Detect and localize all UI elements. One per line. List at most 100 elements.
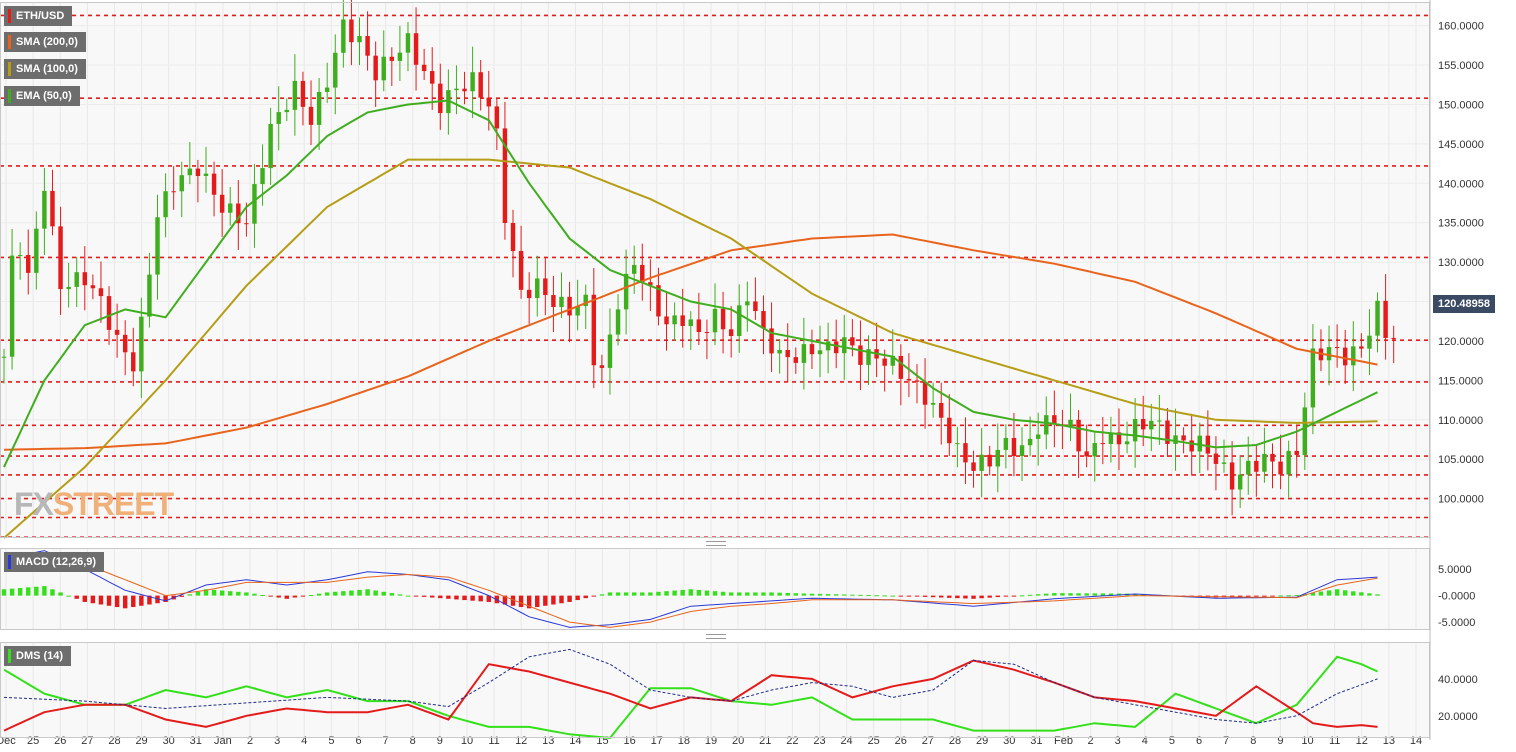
macd-histogram-bar xyxy=(308,594,314,596)
candle-body xyxy=(809,344,815,355)
x-tick-label: 23 xyxy=(813,735,825,747)
candle-body xyxy=(963,443,968,463)
macd-histogram-bar xyxy=(559,595,564,604)
macd-histogram-bar xyxy=(575,595,580,601)
candle-body xyxy=(131,352,136,372)
candle-body xyxy=(1262,453,1267,472)
candle-body xyxy=(1068,419,1073,427)
macd-histogram-bar xyxy=(688,589,693,596)
candle-body xyxy=(1326,347,1332,361)
macd-histogram-bar xyxy=(66,595,71,597)
macd-histogram-bar xyxy=(179,595,184,597)
candle-body xyxy=(42,190,47,229)
candle-body xyxy=(155,217,160,275)
x-tick-label: 31 xyxy=(190,735,202,747)
macd-histogram-bar xyxy=(333,591,338,596)
candle-body xyxy=(615,309,621,335)
legend-sma200[interactable]: SMA (200,0) xyxy=(4,32,86,52)
x-tick-label: 22 xyxy=(786,735,798,747)
legend-ema50-swatch xyxy=(8,89,11,103)
x-tick-label: 5 xyxy=(328,735,334,747)
candle-body xyxy=(825,341,831,351)
macd-histogram-bar xyxy=(1367,593,1372,596)
candle-body xyxy=(1019,445,1025,457)
candle-body xyxy=(413,33,419,65)
x-tick-label: 3 xyxy=(274,735,280,747)
macd-histogram-bar xyxy=(769,592,774,596)
legend-dms[interactable]: DMS (14) xyxy=(4,646,72,666)
macd-histogram-bar xyxy=(1076,593,1081,596)
dms-y-tick-label: 40.0000 xyxy=(1438,674,1478,686)
macd-histogram-bar xyxy=(1068,593,1073,596)
macd-histogram-bar xyxy=(1351,591,1356,596)
candle-body xyxy=(833,341,839,354)
candle-body xyxy=(373,55,378,81)
candle-body xyxy=(947,417,952,444)
macd-histogram-bar xyxy=(882,595,887,597)
candle-body xyxy=(543,278,548,296)
macd-histogram-bar xyxy=(599,594,605,596)
macd-histogram-bar xyxy=(583,595,588,599)
macd-histogram-bar xyxy=(292,595,298,598)
candle-body xyxy=(1367,335,1372,349)
candle-body xyxy=(680,315,685,326)
x-tick-label: 4 xyxy=(301,735,307,747)
macd-histogram-bar xyxy=(98,595,104,605)
candle-body xyxy=(866,349,871,365)
sma200-line xyxy=(3,233,1378,451)
candle-body xyxy=(591,294,597,366)
x-tick-label: 19 xyxy=(705,735,717,747)
candle-body xyxy=(58,226,63,290)
legend-sma200-label: SMA (200,0) xyxy=(16,36,78,48)
candle-body xyxy=(753,301,758,312)
x-tick-label: 27 xyxy=(81,735,93,747)
pane-resize-handle-1[interactable] xyxy=(706,541,726,546)
candle-body xyxy=(599,365,605,368)
macd-histogram-bar xyxy=(228,591,233,596)
macd-histogram-bar xyxy=(1318,591,1324,596)
x-tick-label: 14 xyxy=(1410,735,1422,747)
macd-histogram-bar xyxy=(139,595,144,606)
macd-histogram-bar xyxy=(777,592,782,596)
macd-histogram-bar xyxy=(324,592,330,596)
candle-body xyxy=(236,203,241,224)
candle-body xyxy=(244,223,249,225)
macd-histogram-bar xyxy=(785,592,790,596)
legend-macd-swatch xyxy=(8,555,11,569)
macd-histogram-bar xyxy=(1294,594,1299,596)
candle-body xyxy=(1286,450,1291,475)
pane-resize-handle-2[interactable] xyxy=(706,634,726,639)
dms-plus-di-line xyxy=(3,655,1378,740)
candle-body xyxy=(1044,415,1049,435)
candle-body xyxy=(922,381,928,405)
macd-histogram-bar xyxy=(648,592,653,596)
macd-histogram-bar xyxy=(470,595,475,601)
macd-histogram-bar xyxy=(462,595,467,601)
macd-histogram-bar xyxy=(1027,594,1033,596)
macd-histogram-bar xyxy=(898,595,904,597)
x-tick-label: 2 xyxy=(1088,735,1094,747)
legend-symbol[interactable]: ETH/USD xyxy=(4,6,73,26)
macd-histogram-bar xyxy=(1310,592,1316,596)
candle-body xyxy=(850,337,855,346)
legend-macd[interactable]: MACD (12,26,9) xyxy=(4,552,105,572)
legend-symbol-swatch xyxy=(8,9,11,23)
legend-ema50[interactable]: EMA (50,0) xyxy=(4,86,80,106)
candle-body xyxy=(276,112,281,124)
macd-histogram-bar xyxy=(365,589,370,596)
price-y-tick-label: 100.0000 xyxy=(1438,494,1484,506)
macd-histogram-bar xyxy=(389,593,395,596)
fxstreet-logo: FXSTREET xyxy=(14,486,174,523)
macd-histogram-bar xyxy=(809,593,815,596)
candle-body xyxy=(1124,441,1130,445)
macd-histogram-bar xyxy=(526,595,532,609)
macd-histogram-bar xyxy=(890,595,895,597)
macd-histogram-bar xyxy=(1132,593,1138,596)
macd-signal-line xyxy=(3,558,1378,628)
candle-body xyxy=(882,358,887,366)
macd-histogram-bar xyxy=(825,594,831,596)
legend-sma100[interactable]: SMA (100,0) xyxy=(4,59,86,79)
candle-body xyxy=(397,52,403,61)
x-tick-label: 17 xyxy=(651,735,663,747)
